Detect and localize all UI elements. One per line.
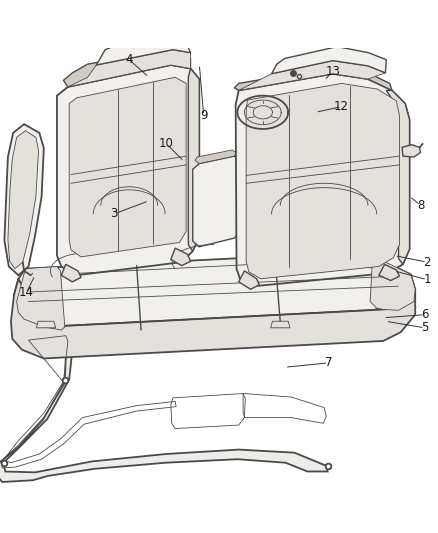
Polygon shape [171, 248, 191, 265]
Text: 5: 5 [421, 321, 428, 334]
Polygon shape [8, 131, 39, 269]
Text: 10: 10 [159, 138, 174, 150]
Text: 13: 13 [325, 65, 340, 78]
Polygon shape [271, 321, 290, 328]
Polygon shape [234, 67, 392, 91]
Polygon shape [272, 46, 386, 74]
Polygon shape [36, 321, 56, 328]
Text: 8: 8 [417, 199, 424, 212]
Polygon shape [17, 266, 65, 330]
Text: 7: 7 [325, 357, 332, 369]
Polygon shape [239, 61, 385, 91]
Polygon shape [112, 32, 177, 45]
Polygon shape [193, 156, 241, 247]
Polygon shape [14, 254, 415, 327]
Polygon shape [68, 50, 191, 87]
Polygon shape [402, 145, 420, 157]
Polygon shape [188, 69, 199, 251]
Polygon shape [246, 84, 399, 279]
Polygon shape [64, 50, 191, 87]
Polygon shape [11, 279, 415, 359]
Polygon shape [379, 264, 399, 280]
Polygon shape [239, 271, 259, 289]
Text: 1: 1 [423, 273, 431, 286]
Polygon shape [4, 124, 44, 275]
Polygon shape [57, 65, 199, 275]
Polygon shape [195, 150, 237, 164]
Text: 3: 3 [110, 207, 117, 221]
Text: 14: 14 [19, 286, 34, 300]
Text: 12: 12 [334, 100, 349, 113]
Text: 9: 9 [200, 109, 208, 122]
Text: 2: 2 [423, 256, 431, 269]
Polygon shape [0, 322, 328, 482]
Text: 4: 4 [125, 53, 133, 66]
Text: 6: 6 [421, 308, 429, 321]
Polygon shape [386, 91, 410, 264]
Polygon shape [370, 262, 415, 310]
Polygon shape [96, 39, 191, 65]
Polygon shape [69, 77, 186, 257]
Polygon shape [236, 74, 410, 286]
Polygon shape [61, 264, 81, 282]
